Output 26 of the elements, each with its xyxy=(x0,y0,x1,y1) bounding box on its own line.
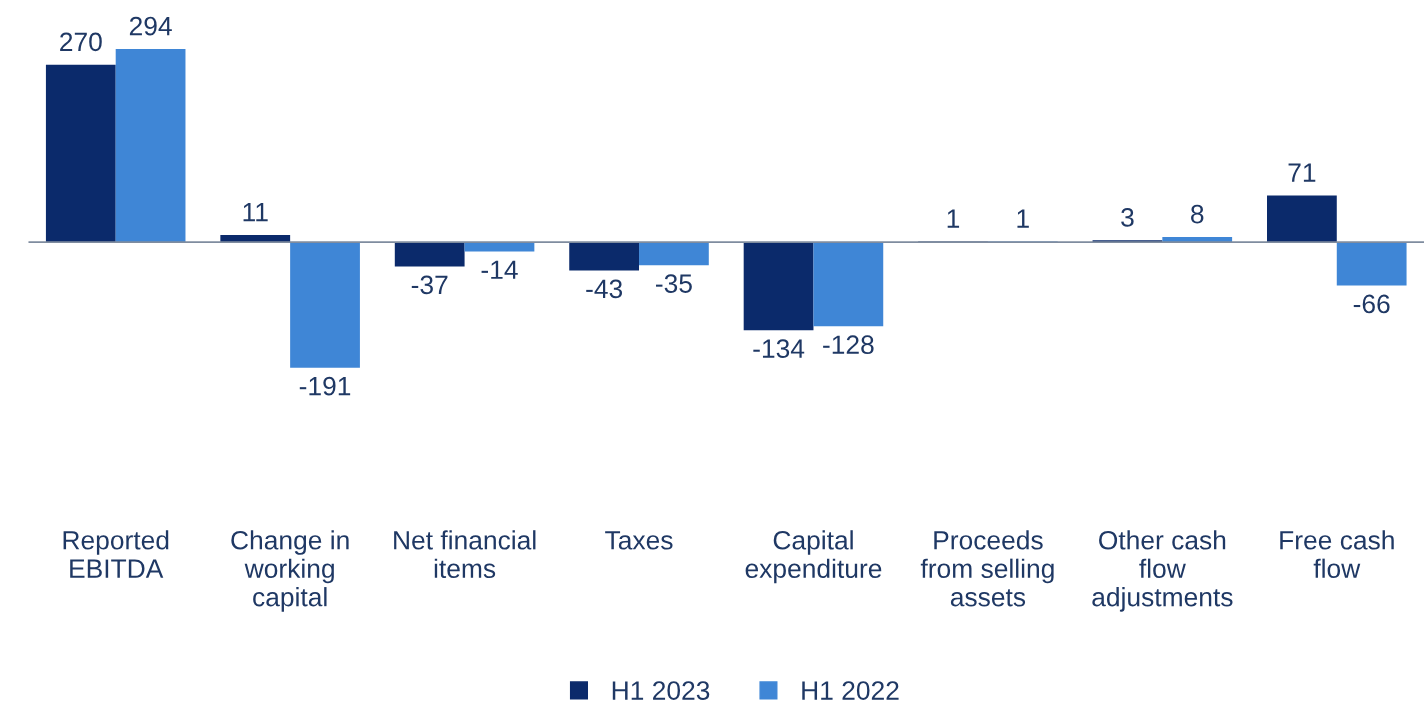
x-tick-label: Other cash flow adjustments xyxy=(1092,530,1233,612)
x-tick-label: Taxes xyxy=(605,531,673,550)
data-label: 8 xyxy=(1191,204,1204,224)
x-tick-label: Capital expenditure xyxy=(745,530,882,584)
data-label: 1 xyxy=(947,209,960,228)
data-label: -14 xyxy=(481,260,518,279)
x-tick-label: Change in working capital xyxy=(231,530,349,612)
x-tick-label: Net financial items xyxy=(394,530,536,579)
data-label: -37 xyxy=(411,275,448,295)
data-label: 270 xyxy=(60,32,102,52)
data-label: 1 xyxy=(1017,209,1029,228)
data-label: 11 xyxy=(243,203,268,222)
legend-label: H1 2022 xyxy=(802,681,899,700)
x-tick-label: Reported EBITDA xyxy=(63,530,169,578)
data-label: 71 xyxy=(1288,163,1316,182)
data-label: -191 xyxy=(299,376,351,396)
data-label: -35 xyxy=(656,274,692,293)
data-label: 3 xyxy=(1121,207,1134,227)
data-label: 294 xyxy=(129,16,172,36)
data-label: -66 xyxy=(1353,294,1390,314)
x-tick-label: Free cash flow xyxy=(1280,530,1394,579)
data-label: -128 xyxy=(823,335,874,355)
x-tick-label: Proceeds from selling assets xyxy=(920,530,1054,607)
data-label: -43 xyxy=(586,279,623,299)
legend-label: H1 2023 xyxy=(612,681,710,700)
data-label: -134 xyxy=(753,339,805,358)
